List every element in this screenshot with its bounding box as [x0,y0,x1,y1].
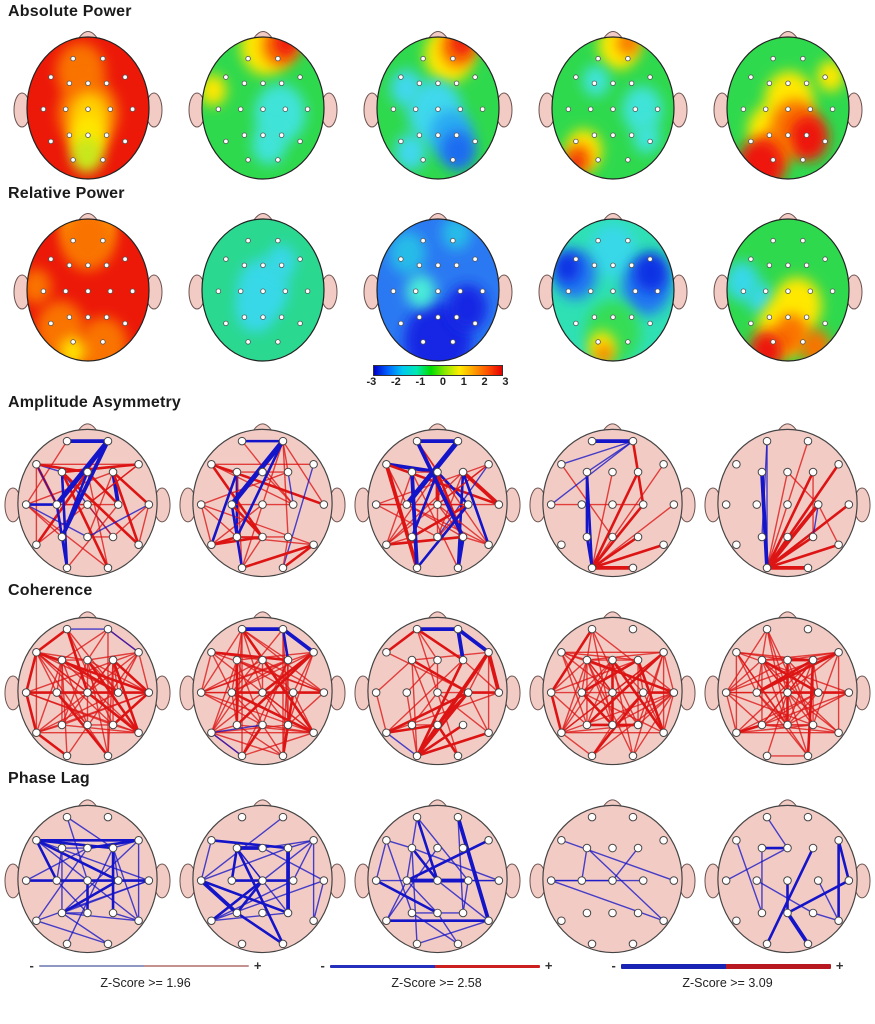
connectivity-map [4,611,171,766]
phase-lag-head-2 [175,789,350,955]
plus-sign: + [544,958,553,973]
relative-power-head-4 [525,204,700,364]
coherence-head-3 [350,601,525,767]
absolute-power-head-1 [0,22,175,182]
minus-sign: - [320,958,325,973]
connectivity-map [704,423,871,578]
connectivity-map [354,423,521,578]
colorbar-tick: -3 [366,376,377,388]
section-coherence: Coherence [0,581,875,767]
section-title-amplitude-asymmetry: Amplitude Asymmetry [8,394,182,411]
coherence-head-2 [175,601,350,767]
connectivity-map [704,799,871,954]
relative-power-head-5 [700,204,875,364]
section-phase-lag: Phase Lag [0,769,875,955]
amplitude-asymmetry-head-2 [175,413,350,579]
minus-sign: - [29,958,34,973]
legend-label-2: Z-Score >= 2.58 [391,976,482,990]
colorbar-gradient [372,365,503,376]
absolute-power-row [0,22,875,182]
colorbar-tick: 0 [439,376,447,388]
z-score-legend: - + Z-Score >= 1.96 - + Z-Score >= 2.58 … [0,958,875,991]
colorbar-tick: -1 [415,376,426,388]
relative-power-row [0,204,875,364]
connectivity-map [4,799,171,954]
coherence-row [0,601,875,767]
phase-lag-head-3 [350,789,525,955]
section-title-absolute-power: Absolute Power [8,3,132,20]
amplitude-asymmetry-head-1 [0,413,175,579]
section-title-phase-lag: Phase Lag [8,770,90,787]
coherence-head-4 [525,601,700,767]
legend-item-1: - + Z-Score >= 1.96 [0,958,291,991]
topo-map [13,31,162,180]
coherence-head-1 [0,601,175,767]
absolute-power-head-3 [350,22,525,182]
colorbar-ticks: -3 -2 -1 0 1 2 3 [367,376,509,389]
connectivity-map [354,799,521,954]
section-title-relative-power: Relative Power [8,185,125,202]
legend-item-2: - + Z-Score >= 2.58 [291,958,582,991]
minus-sign: - [611,958,616,973]
topo-map [13,213,162,362]
relative-power-head-1 [0,204,175,364]
relative-power-head-2 [175,204,350,364]
legend-line-3 [620,963,831,969]
relative-power-head-3 [350,204,525,364]
plus-sign: + [253,958,262,973]
amplitude-asymmetry-head-4 [525,413,700,579]
phase-lag-head-5 [700,789,875,955]
topo-map [713,31,862,180]
connectivity-map [179,799,346,954]
absolute-power-head-4 [525,22,700,182]
topo-map [713,213,862,362]
coherence-head-5 [700,601,875,767]
legend-line-1 [38,965,249,967]
colorbar-tick: 1 [460,376,467,388]
topo-map [188,31,337,180]
topo-map [538,213,687,362]
connectivity-map [4,423,171,578]
topo-map [188,213,337,362]
plus-sign: + [835,958,844,973]
phase-lag-head-1 [0,789,175,955]
amplitude-asymmetry-head-5 [700,413,875,579]
connectivity-map [179,423,346,578]
legend-item-3: - + Z-Score >= 3.09 [582,958,873,991]
section-amplitude-asymmetry: Amplitude Asymmetry [0,393,875,579]
legend-label-1: Z-Score >= 1.96 [100,976,191,990]
section-relative-power: Relative Power [0,184,875,364]
section-title-coherence: Coherence [8,582,93,599]
connectivity-map [704,611,871,766]
colorbar-tick: 2 [481,376,488,388]
connectivity-map [529,423,696,578]
topo-map [363,213,512,362]
topo-map [363,31,512,180]
absolute-power-head-5 [700,22,875,182]
topo-map [538,31,687,180]
legend-label-3: Z-Score >= 3.09 [682,976,773,990]
connectivity-map [529,799,696,954]
phase-lag-head-4 [525,789,700,955]
z-score-colorbar: -3 -2 -1 0 1 2 3 [358,365,518,391]
absolute-power-head-2 [175,22,350,182]
legend-line-2 [329,964,540,968]
connectivity-map [179,611,346,766]
colorbar-tick: 3 [502,376,509,388]
section-absolute-power: Absolute Power [0,2,875,182]
amplitude-asymmetry-head-3 [350,413,525,579]
connectivity-map [354,611,521,766]
amplitude-asymmetry-row [0,413,875,579]
connectivity-map [529,611,696,766]
phase-lag-row [0,789,875,955]
colorbar-tick: -2 [390,376,401,388]
